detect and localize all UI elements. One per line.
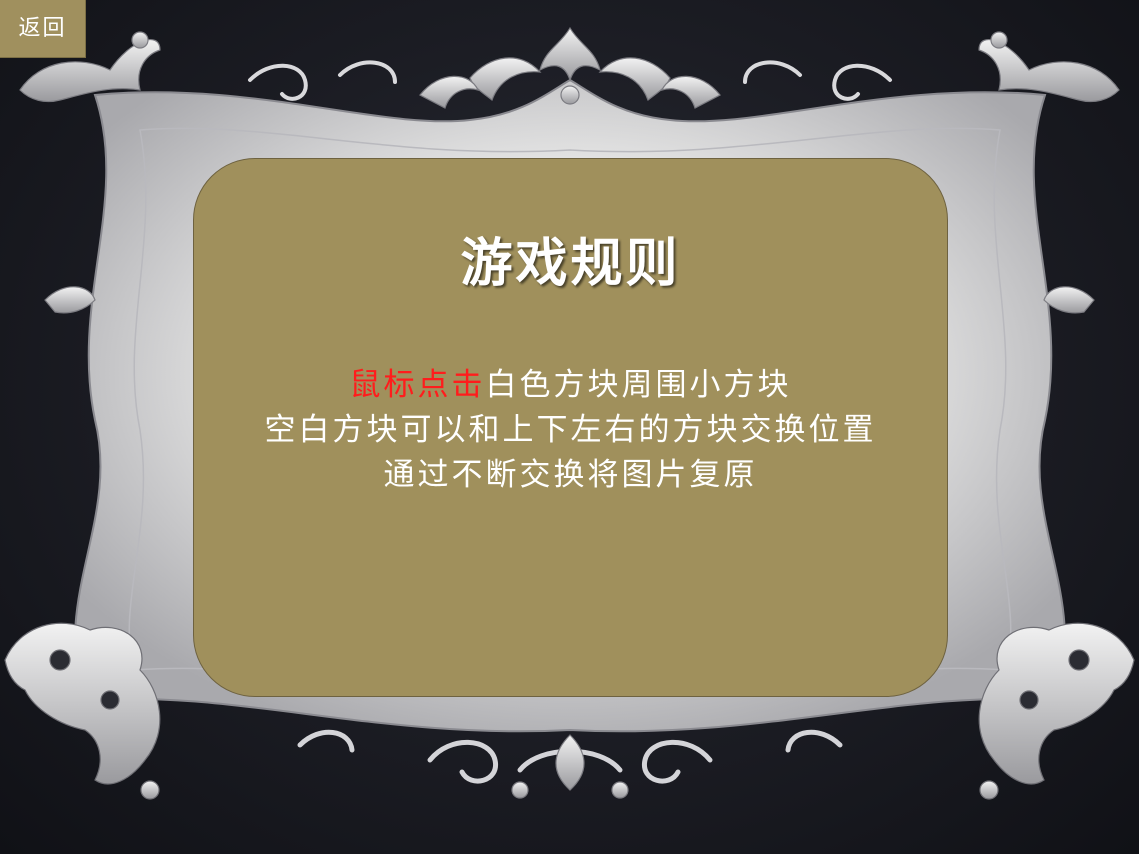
rule-highlight-text: 鼠标点击 — [349, 367, 486, 403]
top-crest-ornament — [419, 26, 721, 109]
rules-text: 鼠标点击白色方块周围小方块 空白方块可以和上下左右的方块交换位置 通过不断交换将… — [194, 363, 947, 498]
top-right-corner-ornament — [978, 31, 1120, 103]
bottom-left-corner-ornament — [4, 622, 161, 800]
rule-line-2: 空白方块可以和上下左右的方块交换位置 — [264, 412, 877, 448]
rules-panel: 游戏规则 鼠标点击白色方块周围小方块 空白方块可以和上下左右的方块交换位置 通过… — [193, 158, 948, 697]
rules-title: 游戏规则 — [460, 233, 681, 294]
back-button[interactable]: 返回 — [0, 0, 86, 58]
bottom-center-crest — [511, 734, 629, 799]
side-mid-ornaments — [44, 286, 1095, 314]
top-side-scrolls — [248, 60, 892, 101]
rule-line-3: 通过不断交换将图片复原 — [383, 457, 758, 493]
rule-line-1: 鼠标点击白色方块周围小方块 — [194, 363, 947, 408]
rule-line-1-rest: 白色方块周围小方块 — [485, 367, 792, 403]
top-left-corner-ornament — [19, 31, 161, 103]
bottom-right-corner-ornament — [978, 622, 1135, 800]
bottom-scroll-ornaments — [297, 729, 843, 784]
